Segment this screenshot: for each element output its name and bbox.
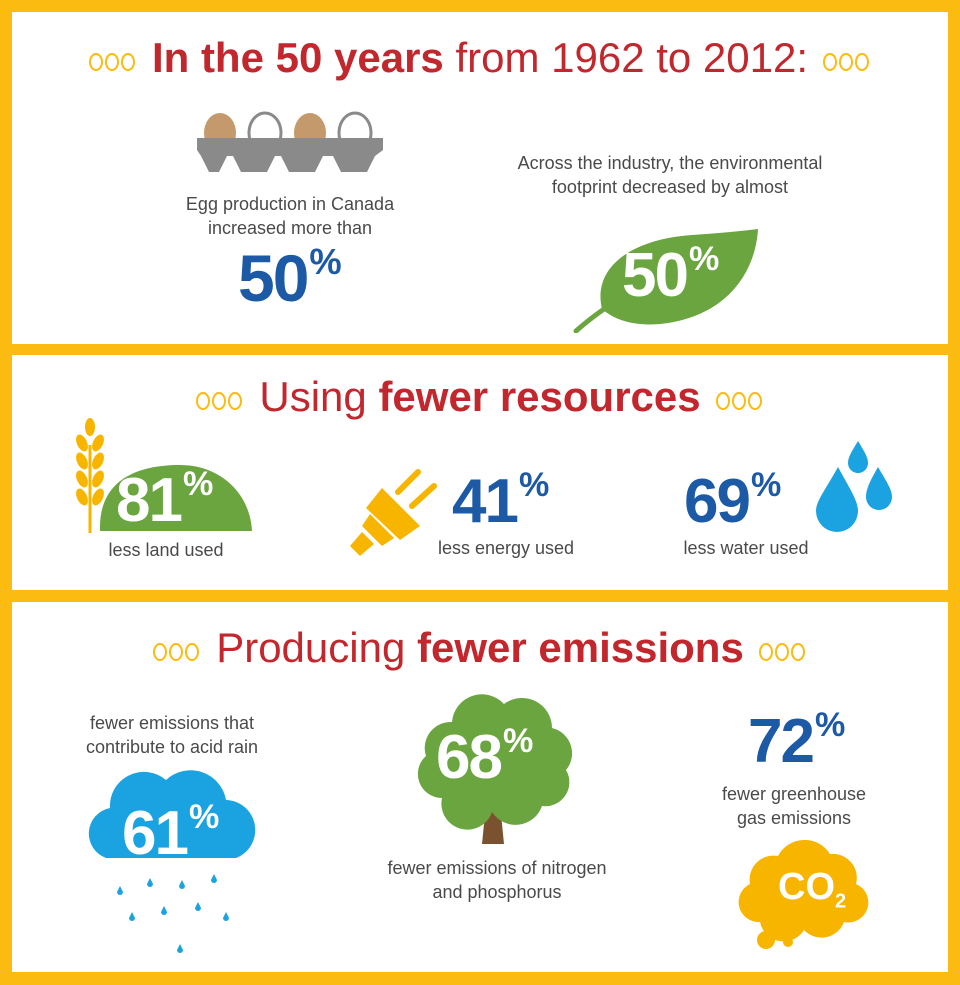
energy-number: 41 (452, 467, 519, 536)
percent-sign: % (309, 240, 342, 282)
footprint-value: 50% (622, 240, 719, 311)
wheat-icon (76, 418, 252, 533)
co2-label: CO2 (778, 866, 846, 914)
history-panel: In the 50 years from 1962 to 2012: Egg p… (12, 12, 948, 344)
water-label: less water used (683, 538, 809, 558)
plug-icon (350, 469, 437, 556)
greenhouse-number: 72 (748, 707, 815, 776)
co2-cloud-icon (738, 839, 869, 949)
history-heading-bold: In the 50 years (151, 34, 444, 81)
egg-production-value: 50% (238, 240, 342, 316)
egg-outline-icons-left (88, 52, 135, 71)
resources-heading: Using fewer resources (12, 373, 948, 421)
percent-sign: % (502, 722, 534, 761)
footprint-number: 50 (622, 241, 689, 310)
tree-icon (417, 694, 573, 844)
emissions-panel: Producing fewer emissions fewer emission… (12, 602, 948, 972)
egg-production-caption: Egg production in Canada increased more … (185, 194, 395, 238)
percent-sign: % (518, 466, 550, 505)
energy-value: 41% (452, 466, 549, 537)
resources-heading-bold: fewer resources (378, 373, 701, 420)
co2-subscript: 2 (835, 890, 847, 913)
energy-label: less energy used (437, 538, 575, 558)
water-value: 69% (684, 466, 781, 537)
land-number: 81 (116, 466, 183, 535)
egg-outline-icons-right (823, 52, 870, 71)
emissions-heading: Producing fewer emissions (12, 624, 948, 672)
percent-sign: % (814, 706, 846, 745)
greenhouse-label: fewer greenhouse gas emissions (721, 784, 867, 828)
co2-text: CO (778, 866, 835, 908)
rain-cloud-icon (88, 770, 256, 953)
egg-carton-icon (197, 111, 383, 172)
percent-sign: % (750, 466, 782, 505)
history-heading: In the 50 years from 1962 to 2012: (12, 34, 948, 82)
leaf-icon (573, 229, 758, 333)
history-heading-rest: from 1962 to 2012: (455, 34, 809, 81)
acid-rain-value: 61% (122, 798, 219, 869)
nitrogen-number: 68 (436, 723, 503, 792)
water-number: 69 (684, 467, 751, 536)
egg-outline-icons-right (758, 642, 805, 661)
egg-outline-icons-left (153, 642, 200, 661)
percent-sign: % (182, 465, 214, 504)
footprint-caption: Across the industry, the environmental f… (517, 153, 823, 197)
nitrogen-value: 68% (436, 722, 533, 793)
land-value: 81% (116, 465, 213, 536)
acid-rain-number: 61 (122, 799, 189, 868)
greenhouse-value: 72% (748, 706, 845, 777)
resources-heading-regular: Using (259, 373, 367, 420)
acid-rain-label: fewer emissions that contribute to acid … (85, 713, 259, 757)
percent-sign: % (188, 798, 220, 837)
land-label: less land used (108, 540, 224, 560)
emissions-heading-bold: fewer emissions (416, 624, 744, 671)
emissions-heading-regular: Producing (216, 624, 406, 671)
percent-sign: % (688, 240, 720, 279)
egg-outline-icons-right (715, 391, 762, 410)
resources-panel: Using fewer resources 81% less land used… (12, 355, 948, 590)
egg-production-number: 50 (238, 241, 309, 315)
nitrogen-label: fewer emissions of nitrogen and phosphor… (387, 858, 607, 902)
water-drops-icon (816, 441, 892, 532)
egg-outline-icons-left (196, 391, 243, 410)
